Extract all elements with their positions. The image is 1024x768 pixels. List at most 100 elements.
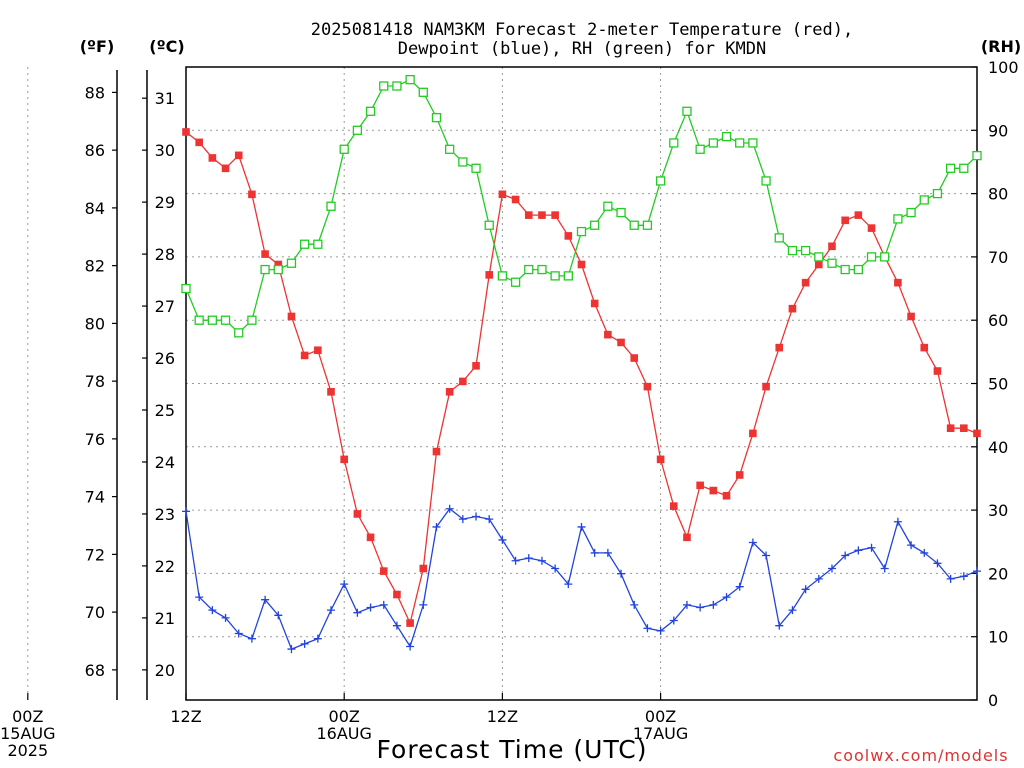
fahrenheit-tick-label: 80 bbox=[85, 314, 105, 333]
temp-point bbox=[788, 304, 797, 313]
rh-point bbox=[247, 315, 257, 325]
fahrenheit-tick-label: 78 bbox=[85, 372, 105, 391]
rh-point bbox=[299, 239, 310, 249]
credit-link[interactable]: coolwx.com/models bbox=[833, 746, 1008, 765]
dew-point bbox=[748, 538, 757, 547]
temp-point bbox=[327, 388, 335, 396]
dew-point bbox=[406, 642, 415, 651]
temp-point bbox=[300, 351, 309, 360]
rh-point bbox=[906, 207, 916, 218]
dew-point bbox=[722, 593, 731, 602]
temp-point bbox=[538, 211, 546, 219]
celsius-tick-label: 30 bbox=[155, 141, 175, 160]
dew-point bbox=[973, 567, 981, 576]
rh-point bbox=[735, 138, 745, 148]
temp-point bbox=[261, 250, 269, 258]
temp-point bbox=[709, 486, 718, 495]
rh-point bbox=[273, 264, 283, 275]
rh-point bbox=[748, 138, 758, 148]
data-series bbox=[181, 75, 982, 654]
rh-point bbox=[471, 163, 481, 173]
temp-point bbox=[498, 190, 507, 199]
temp-point bbox=[669, 502, 678, 510]
rh-point bbox=[827, 258, 837, 268]
temp-point bbox=[801, 278, 810, 287]
rh-point bbox=[959, 163, 969, 173]
dew-point bbox=[617, 569, 626, 578]
temp-point bbox=[366, 533, 375, 542]
fahrenheit-tick-label: 70 bbox=[85, 603, 105, 622]
x-tick-label: 00Z bbox=[329, 707, 360, 726]
fahrenheit-tick-label: 86 bbox=[85, 141, 105, 160]
temp-point bbox=[248, 190, 256, 199]
rh-point bbox=[339, 144, 349, 154]
dew-point bbox=[313, 634, 322, 643]
dew-point bbox=[762, 551, 771, 560]
dew-point bbox=[353, 608, 362, 617]
x-tick-label: 15AUG bbox=[0, 724, 55, 743]
celsius-tick-label: 25 bbox=[155, 401, 175, 420]
temp-point bbox=[841, 216, 849, 225]
fahrenheit-tick-label: 68 bbox=[85, 661, 105, 680]
dew-point bbox=[340, 580, 349, 589]
dew-point bbox=[419, 600, 428, 609]
x-tick-label: 00Z bbox=[12, 707, 43, 726]
dew-point bbox=[788, 606, 797, 615]
x-axis-label: Forecast Time (UTC) bbox=[377, 735, 648, 764]
fahrenheit-tick-label: 76 bbox=[85, 430, 105, 449]
fahrenheit-unit-label: (ºF) bbox=[80, 37, 115, 56]
temp-point bbox=[656, 455, 665, 464]
rh-tick-label: 20 bbox=[988, 564, 1008, 583]
dew-point bbox=[182, 507, 190, 516]
fahrenheit-tick-label: 74 bbox=[85, 488, 105, 507]
dew-point bbox=[603, 548, 612, 557]
temp-point bbox=[393, 590, 401, 599]
temp-point bbox=[195, 138, 203, 147]
rh-point bbox=[774, 233, 784, 243]
temp-point bbox=[735, 471, 744, 479]
temp-point bbox=[815, 260, 823, 269]
celsius-tick-label: 27 bbox=[155, 297, 175, 316]
rh-tick-label: 0 bbox=[988, 691, 998, 710]
fahrenheit-tick-label: 84 bbox=[85, 199, 105, 218]
temp-point bbox=[894, 278, 902, 287]
rh-point bbox=[972, 150, 982, 161]
temp-point bbox=[577, 260, 586, 269]
rh-tick-label: 90 bbox=[988, 121, 1008, 140]
dew-point bbox=[445, 504, 454, 513]
celsius-tick-label: 29 bbox=[155, 193, 175, 212]
celsius-tick-label: 26 bbox=[155, 349, 175, 368]
rh-point bbox=[945, 163, 956, 173]
dew-point bbox=[696, 603, 705, 612]
temp-point bbox=[472, 362, 480, 370]
temp-point bbox=[221, 164, 230, 173]
rh-tick-label: 70 bbox=[988, 248, 1008, 267]
rh-point bbox=[286, 258, 297, 268]
dew-point bbox=[735, 582, 744, 591]
rh-point bbox=[682, 106, 692, 116]
dew-point bbox=[274, 611, 283, 620]
dew-point bbox=[656, 626, 665, 635]
temp-point bbox=[564, 232, 573, 240]
temp-point bbox=[182, 128, 190, 136]
dew-point bbox=[920, 548, 929, 557]
celsius-tick-label: 22 bbox=[155, 557, 175, 576]
dew-point bbox=[537, 556, 546, 565]
rh-point bbox=[814, 252, 824, 262]
temp-point bbox=[960, 424, 968, 432]
temp-point bbox=[208, 154, 217, 162]
dew-point bbox=[907, 541, 916, 550]
rh-point bbox=[418, 87, 428, 97]
dew-point bbox=[287, 645, 296, 654]
rh-tick-label: 50 bbox=[988, 375, 1008, 394]
rh-point bbox=[445, 144, 455, 154]
temp-point bbox=[643, 382, 652, 391]
rh-point bbox=[655, 176, 666, 186]
dew-point bbox=[300, 639, 309, 648]
temp-point bbox=[511, 195, 520, 204]
rh-point bbox=[880, 252, 890, 262]
dew-point bbox=[643, 624, 652, 633]
dew-point bbox=[432, 522, 441, 531]
rh-tick-label: 80 bbox=[988, 185, 1008, 204]
